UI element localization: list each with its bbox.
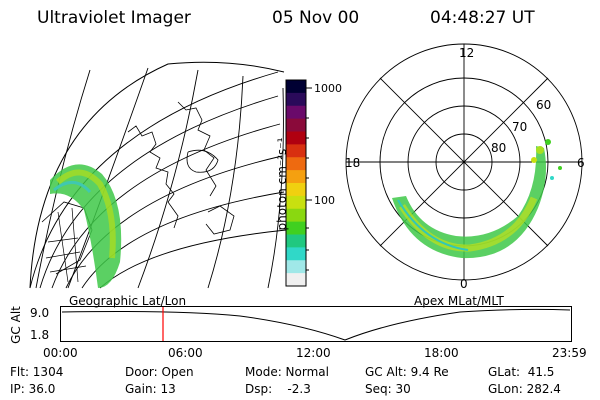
- colorbar-segment: [286, 80, 306, 94]
- colorbar-segment: [286, 92, 306, 107]
- instrument-title: Ultraviolet Imager: [37, 8, 191, 28]
- colorbar-unit-label: photon cm⁻²s⁻¹: [275, 137, 289, 231]
- flight-info: Flt: 1304: [10, 365, 64, 379]
- observation-time: 04:48:27 UT: [430, 8, 535, 28]
- door-info: Door: Open: [125, 365, 194, 379]
- colorbar-segment: [286, 183, 306, 197]
- colorbar-segment: [286, 131, 306, 145]
- colorbar-segment: [286, 234, 306, 248]
- mlt-label-6: 6: [577, 156, 585, 170]
- ip-info: IP: 36.0: [10, 382, 56, 396]
- colorbar-segment: [286, 260, 306, 274]
- aurora-emission-geo: [50, 164, 122, 288]
- colorbar-segment: [286, 105, 306, 120]
- altitude-strip-chart: [60, 306, 572, 342]
- altitude-tick-high: 9.0: [30, 306, 50, 320]
- mlat-label-80: 80: [491, 141, 507, 155]
- glon-info: GLon: 282.4: [488, 382, 561, 396]
- observation-date: 05 Nov 00: [272, 8, 360, 28]
- mlat-label-60: 60: [536, 98, 552, 112]
- gc-alt-info: GC Alt: 9.4 Re: [365, 365, 449, 379]
- polar-plot-label: Apex MLat/MLT: [414, 294, 504, 308]
- mode-info: Mode: Normal: [245, 365, 329, 379]
- colorbar-tick-100: 100: [314, 194, 335, 207]
- gain-info: Gain: 13: [125, 382, 176, 396]
- colorbar-segment: [286, 221, 306, 235]
- colorbar-segment: [286, 195, 306, 210]
- glat-info: GLat: 41.5: [488, 365, 555, 379]
- colorbar-segment: [286, 247, 306, 261]
- time-tick-2359: 23:59: [552, 346, 587, 360]
- aurora-emission-polar: [392, 139, 562, 259]
- time-tick-0600: 06:00: [168, 346, 203, 360]
- colorbar-segment: [286, 157, 306, 171]
- time-tick-1200: 12:00: [296, 346, 331, 360]
- colorbar-segment: [286, 144, 306, 158]
- colorbar-segment: [286, 273, 306, 287]
- altitude-axis-label: GC Alt: [9, 306, 23, 344]
- colorbar-tick-1000: 1000: [314, 82, 342, 95]
- time-tick-1800: 18:00: [424, 346, 459, 360]
- mlt-label-12: 12: [459, 46, 475, 60]
- dsp-info: Dsp: -2.3: [245, 382, 311, 396]
- altitude-tick-low: 1.8: [30, 328, 50, 342]
- colorbar-segment: [286, 208, 306, 223]
- mlat-label-70: 70: [512, 120, 528, 134]
- geographic-map-label: Geographic Lat/Lon: [69, 294, 187, 308]
- geographic-map: [29, 61, 287, 289]
- seq-info: Seq: 30: [365, 382, 411, 396]
- time-tick-0000: 00:00: [43, 346, 78, 360]
- colorbar-segment: [286, 170, 306, 184]
- intensity-colorbar: [285, 79, 312, 287]
- colorbar-segment: [286, 118, 306, 132]
- mlt-label-18: 18: [345, 156, 361, 170]
- polar-mlat-mlt-plot: [345, 43, 583, 281]
- mlt-label-0: 0: [460, 277, 468, 291]
